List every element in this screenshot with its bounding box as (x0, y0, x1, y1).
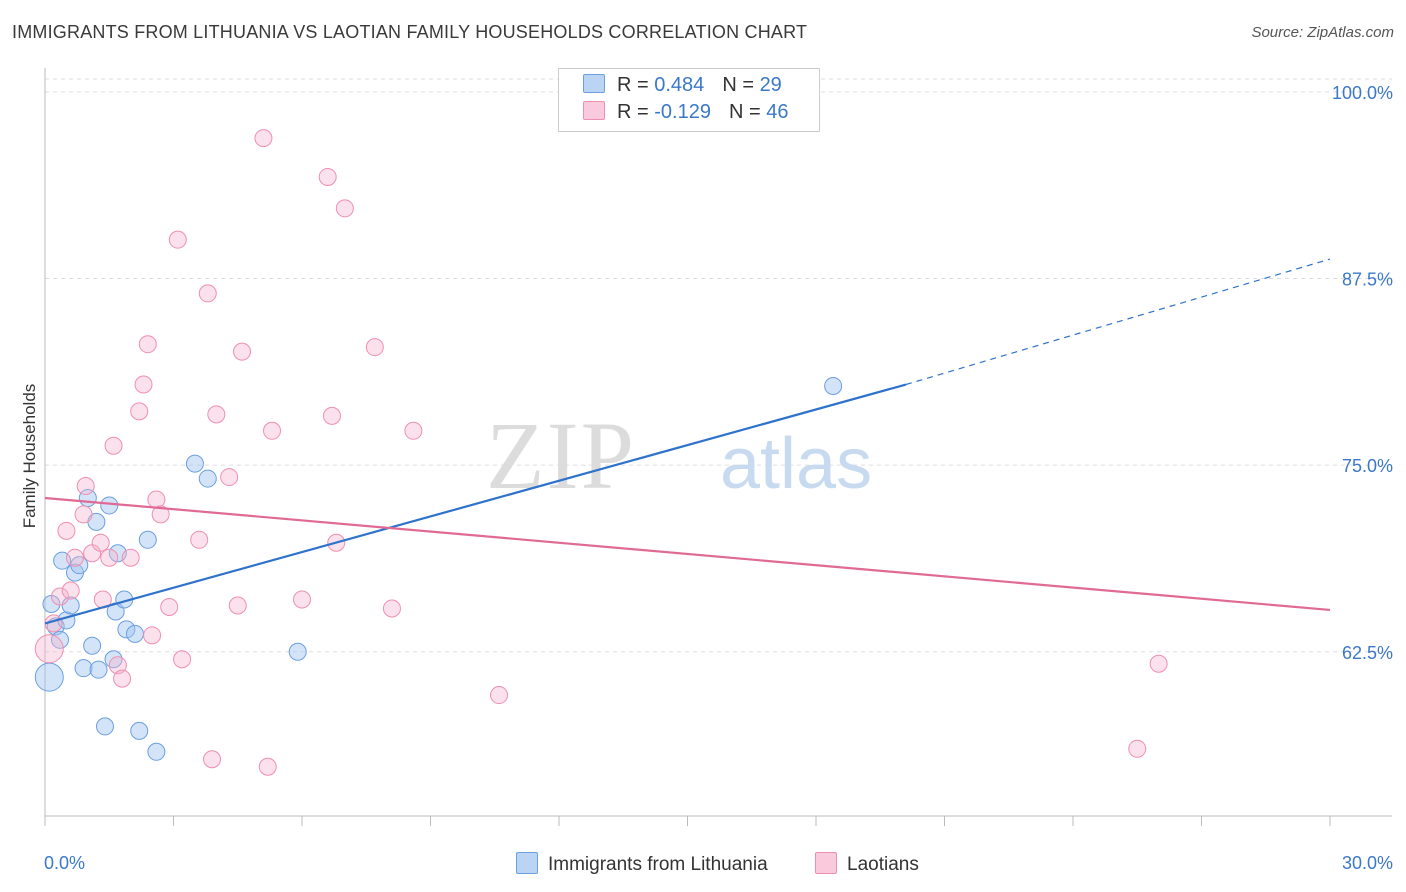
point-laotians (335, 199, 354, 218)
watermark-zip: ZIP (486, 402, 636, 509)
y-tick-label: 62.5% (1342, 643, 1393, 663)
point-lithuania (824, 376, 843, 395)
point-laotians (147, 490, 166, 509)
point-laotians (198, 284, 217, 303)
points-layer (34, 129, 1168, 776)
x-tick-label-max: 30.0% (1342, 853, 1393, 873)
legend-n-label: N = (728, 101, 761, 123)
point-laotians (233, 342, 252, 361)
point-laotians (57, 521, 76, 540)
point-laotians (254, 129, 273, 148)
point-laotians (76, 477, 95, 496)
stats-legend: R = 0.484 N = 29 R = -0.129 N = 46 (558, 68, 820, 132)
point-laotians (151, 505, 170, 524)
point-laotians (258, 757, 277, 776)
point-laotians (91, 533, 110, 552)
chart-title: IMMIGRANTS FROM LITHUANIA VS LAOTIAN FAM… (12, 22, 808, 42)
source-label: Source: ZipAtlas.com (1251, 24, 1394, 41)
series-label-laotians: Laotians (847, 854, 919, 875)
point-laotians (34, 634, 64, 664)
y-tick-label: 87.5% (1342, 269, 1393, 289)
legend-r-label: R = (617, 74, 649, 96)
trendline-laotians (44, 496, 1331, 612)
point-lithuania (198, 469, 217, 488)
trendline-lithuania (44, 383, 907, 625)
legend-row-lithuania: R = 0.484 N = 29 (583, 74, 782, 100)
point-laotians (318, 167, 337, 186)
point-laotians (134, 375, 153, 394)
legend-n-value: 29 (759, 74, 782, 96)
y-tick-label: 100.0% (1332, 83, 1393, 103)
watermark-atlas: atlas (720, 424, 872, 504)
point-lithuania (147, 742, 166, 761)
point-laotians (100, 548, 119, 567)
trendline-lithuania-extension (905, 258, 1331, 386)
series-swatch-pink (815, 852, 837, 874)
point-laotians (322, 406, 341, 425)
point-laotians (50, 587, 69, 606)
series-legend-laotians[interactable]: Laotians (815, 852, 919, 876)
legend-n-label: N = (722, 74, 754, 96)
point-laotians (1149, 654, 1168, 673)
point-laotians (207, 405, 226, 424)
point-laotians (121, 548, 140, 567)
legend-r-value: -0.129 (654, 101, 711, 123)
point-lithuania (288, 642, 307, 661)
point-lithuania (125, 624, 144, 643)
point-laotians (203, 750, 222, 769)
point-laotians (404, 421, 423, 440)
series-swatch-blue (516, 852, 538, 874)
series-legend-lithuania[interactable]: Immigrants from Lithuania (516, 852, 768, 876)
point-laotians (220, 468, 239, 487)
legend-n-value: 46 (766, 101, 789, 123)
point-laotians (143, 626, 162, 645)
point-laotians (168, 230, 187, 249)
y-tick-label: 75.0% (1342, 456, 1393, 476)
point-laotians (263, 421, 282, 440)
point-lithuania (130, 721, 149, 740)
legend-swatch-blue (583, 74, 605, 93)
point-lithuania (34, 662, 64, 692)
point-lithuania (185, 454, 204, 473)
legend-r-value: 0.484 (654, 74, 705, 96)
legend-r-label: R = (617, 101, 649, 123)
point-laotians (113, 669, 132, 688)
point-laotians (1128, 739, 1147, 758)
point-laotians (61, 581, 80, 600)
watermark: ZIP atlas (486, 402, 872, 509)
trend-layer (44, 258, 1331, 625)
grid-layer (45, 78, 1392, 653)
point-laotians (160, 597, 179, 616)
point-laotians (173, 650, 192, 669)
series-label-lithuania: Immigrants from Lithuania (548, 854, 768, 875)
point-laotians (190, 530, 209, 549)
legend-swatch-pink (583, 101, 605, 120)
point-laotians (74, 505, 93, 524)
x-tick-label-min: 0.0% (44, 853, 85, 873)
point-lithuania (83, 636, 102, 655)
point-lithuania (138, 530, 157, 549)
axes-layer: 100.0% 87.5% 75.0% 62.5% 0.0% 30.0% (44, 68, 1393, 873)
point-laotians (65, 548, 84, 567)
y-axis-label: Family Households (20, 383, 39, 529)
point-laotians (490, 686, 509, 705)
point-lithuania (117, 620, 136, 639)
point-lithuania (61, 596, 80, 615)
point-laotians (108, 656, 127, 675)
point-laotians (293, 590, 311, 609)
point-laotians (138, 335, 157, 354)
point-lithuania (100, 496, 119, 515)
point-laotians (104, 436, 123, 455)
point-laotians (228, 596, 247, 615)
legend-row-laotians: R = -0.129 N = 46 (583, 101, 788, 127)
point-lithuania (89, 660, 108, 679)
point-lithuania (95, 717, 114, 736)
point-lithuania (74, 659, 93, 678)
point-laotians (365, 338, 384, 357)
point-laotians (382, 599, 401, 618)
point-laotians (130, 402, 149, 421)
